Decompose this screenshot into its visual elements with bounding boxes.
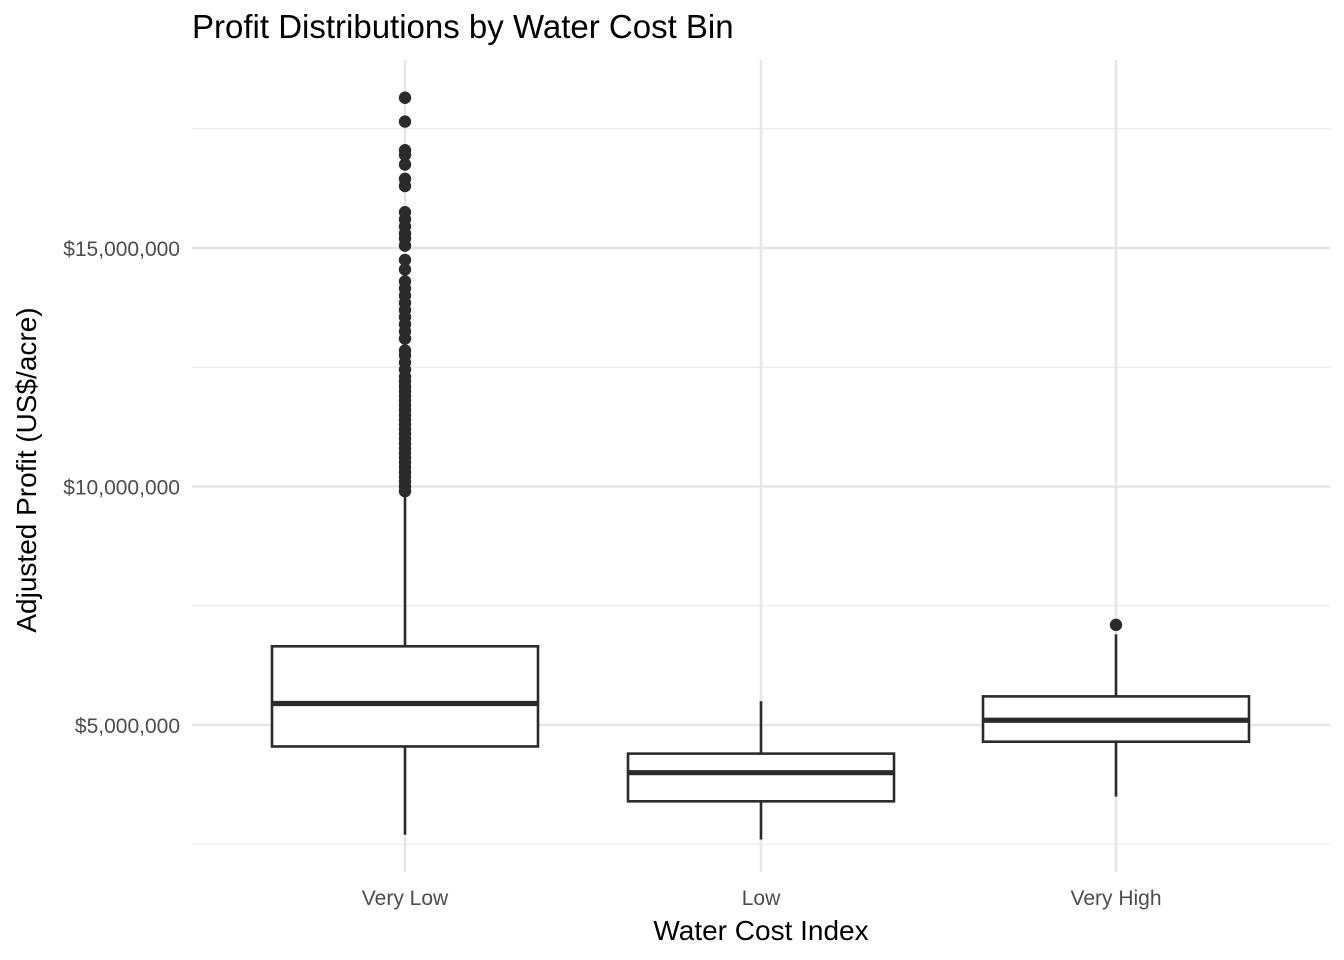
box-layer — [270, 91, 1251, 840]
outlier-point-28 — [398, 344, 412, 357]
y-tick-label-2: $15,000,000 — [63, 238, 180, 261]
outlier-point-52 — [398, 91, 412, 104]
outlier-point-47 — [398, 172, 412, 186]
iqr-box — [626, 752, 896, 803]
box-very-low — [270, 91, 540, 835]
axis-layer: $5,000,000 $10,000,000 $15,000,000 Very Low… — [63, 238, 1161, 910]
outlier-point-38 — [398, 263, 412, 276]
box-very-high — [981, 618, 1251, 797]
outlier-point-39 — [398, 253, 412, 267]
box-low — [626, 701, 896, 840]
x-axis-title: Water Cost Index — [653, 915, 868, 946]
iqr-box — [270, 644, 540, 748]
outlier-point-45 — [398, 206, 412, 219]
x-tick-label-very-high: Very High — [1070, 887, 1161, 910]
outlier-point-50 — [398, 144, 412, 157]
outlier-point-48 — [398, 158, 412, 171]
outlier-point-37 — [398, 275, 412, 288]
outlier-point-51 — [398, 115, 412, 128]
y-tick-label-0: $5,000,000 — [75, 715, 180, 738]
y-axis-title: Adjusted Profit (US$/acre) — [11, 307, 42, 632]
outlier-point-0 — [1109, 618, 1123, 632]
x-tick-label-very-low: Very Low — [362, 887, 449, 910]
chart-title: Profit Distributions by Water Cost Bin — [192, 8, 734, 45]
y-tick-label-1: $10,000,000 — [63, 477, 180, 500]
x-tick-label-low: Low — [742, 887, 781, 910]
